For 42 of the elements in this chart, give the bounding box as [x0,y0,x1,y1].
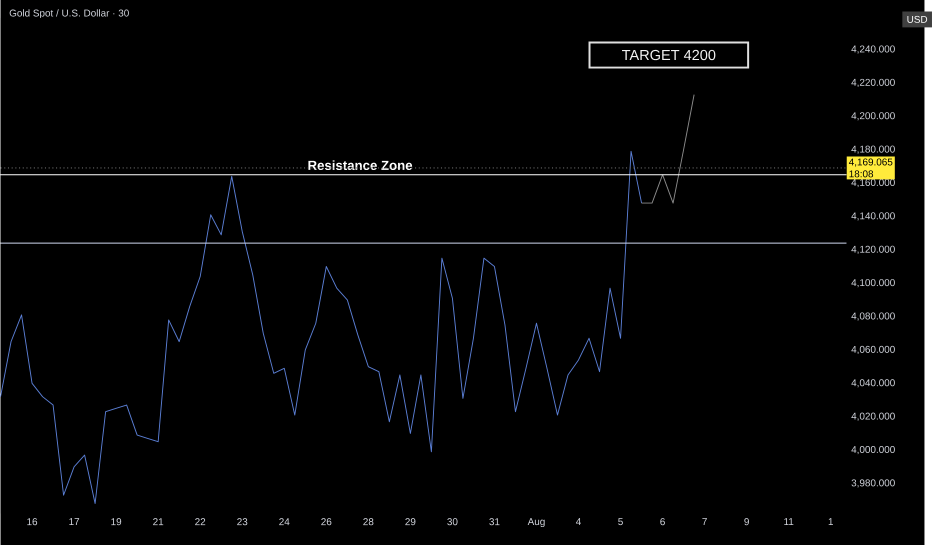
y-tick-label: 4,080.000 [851,312,895,321]
y-tick-label: 4,000.000 [851,446,895,454]
y-tick-label: 4,060.000 [851,346,895,354]
y-tick-label: 3,980.000 [852,479,895,488]
ref-line-label: Resistance Zone [308,160,412,170]
y-tick-label: 4,160.000 [851,178,895,188]
x-tick-label: 28 [363,518,374,526]
ref-line-label: 4,169.065 [848,158,892,167]
x-tick-label: 19 [111,518,122,526]
y-tick-label: 4,200.000 [851,112,895,120]
y-tick-label: 4,120.000 [851,246,895,254]
text: 18:08 [849,170,874,178]
x-tick-label: 11 [784,518,794,525]
x-tick-label: 21 [153,518,164,525]
y-tick-label: 4,040.000 [851,379,895,388]
x-tick-label: 6 [660,518,665,526]
x-tick-label: 1 [828,518,833,525]
y-tick-label: 4,020.000 [851,412,895,421]
x-tick-label: 7 [702,518,707,525]
line-series [0,150,642,504]
y-tick-label: 4,140.000 [851,212,895,220]
annotation: TARGET 4200 [622,50,716,60]
x-tick-label: 9 [744,518,749,526]
x-tick-label: 22 [195,518,206,525]
x-tick-label: 30 [447,518,458,526]
chart-title: Gold Spot / U.S. Dollar · 30 [10,9,129,18]
x-tick-label: 26 [321,518,332,526]
x-tick-label: 23 [237,518,248,526]
x-tick-label: 16 [27,518,38,526]
y-tick-label: 4,220.000 [851,78,895,87]
y-axis-title: USD [907,16,928,23]
x-tick-label: 31 [489,518,500,526]
x-tick-label: Aug [528,518,545,527]
x-tick-label: 17 [69,518,80,525]
y-tick-label: 4,180.000 [851,145,895,154]
line-series [641,94,695,204]
x-tick-label: 5 [618,518,623,525]
x-tick-label: 29 [405,518,416,526]
y-tick-label: 4,240.000 [851,45,895,54]
y-tick-label: 4,100.000 [851,278,895,288]
x-tick-label: 4 [576,518,581,525]
x-tick-label: 24 [279,518,290,525]
